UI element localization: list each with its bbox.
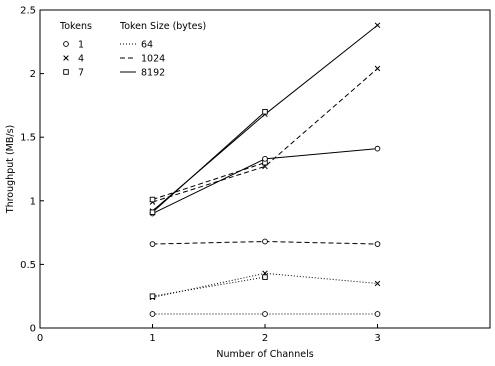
series-line xyxy=(152,111,266,213)
data-point xyxy=(374,241,381,247)
data-point xyxy=(374,145,381,152)
legend-marker-square xyxy=(63,69,69,75)
x-tick-label: 2 xyxy=(262,333,268,344)
series-tokens-4-size-8192 xyxy=(149,22,381,214)
x-tick-label: 0 xyxy=(37,333,43,344)
axis-ticks: 0 1 2 3 0 0.5 1 1.5 2 2.5 xyxy=(20,6,381,345)
data-point xyxy=(262,238,268,245)
legend: Tokens Token Size (bytes) 1 4 7 64 1024 8192 xyxy=(59,21,206,79)
data-point xyxy=(262,155,268,162)
y-tick-label: 2 xyxy=(30,69,36,80)
series-tokens-7-size-8192 xyxy=(149,109,268,215)
data-point xyxy=(149,196,156,203)
data-point xyxy=(374,65,381,72)
y-tick-label: 1 xyxy=(30,196,36,207)
y-tick-label: 2.5 xyxy=(20,6,36,17)
series-tokens-7-size-64 xyxy=(149,274,268,299)
legend-tokens-label: 7 xyxy=(78,68,84,79)
legend-tokens-label: 4 xyxy=(78,54,84,65)
x-tick-label: 1 xyxy=(149,333,155,344)
x-tick-label: 3 xyxy=(374,333,380,344)
data-point xyxy=(262,274,268,280)
data-point xyxy=(374,280,381,287)
data-point xyxy=(262,109,268,115)
legend-marker-circle xyxy=(63,41,69,47)
series-tokens-1-size-64 xyxy=(149,311,381,317)
y-tick-label: 0.5 xyxy=(20,260,36,271)
data-series xyxy=(149,22,381,317)
legend-size-label: 1024 xyxy=(141,54,165,65)
data-point xyxy=(374,311,381,317)
y-tick-label: 0 xyxy=(30,324,36,335)
series-line xyxy=(152,162,266,201)
x-axis-title: Number of Channels xyxy=(216,349,313,360)
y-tick-label: 1.5 xyxy=(20,133,36,144)
legend-size-title: Token Size (bytes) xyxy=(119,21,206,32)
data-point xyxy=(374,22,381,29)
legend-size-label: 8192 xyxy=(141,68,165,79)
legend-size-label: 64 xyxy=(141,40,153,51)
data-point xyxy=(149,311,156,317)
legend-tokens-label: 1 xyxy=(78,40,84,51)
series-line xyxy=(152,24,378,212)
data-point xyxy=(149,241,156,247)
legend-marker-cross xyxy=(63,55,69,61)
series-tokens-1-size-1024 xyxy=(149,238,381,247)
plot-frame xyxy=(39,9,491,329)
data-point xyxy=(262,311,268,317)
legend-tokens-title: Tokens xyxy=(59,21,92,32)
series-line xyxy=(152,276,266,297)
series-tokens-7-size-1024 xyxy=(149,159,268,203)
data-point xyxy=(149,293,156,299)
data-point xyxy=(149,209,156,215)
series-tokens-1-size-8192 xyxy=(149,145,381,217)
y-axis-title: Throughput (MB/s) xyxy=(5,125,16,214)
series-line xyxy=(152,68,378,203)
